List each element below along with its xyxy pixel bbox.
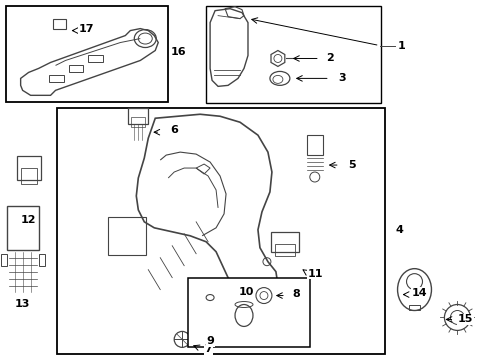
Bar — [205, 6, 380, 103]
Bar — [270, 232, 298, 252]
Text: 10: 10 — [238, 287, 253, 297]
Text: 3: 3 — [337, 73, 345, 84]
Text: 4: 4 — [395, 225, 403, 235]
Text: 15: 15 — [457, 314, 472, 324]
Bar — [108, 217, 146, 255]
Bar — [188, 278, 309, 347]
Bar — [17, 156, 41, 180]
Bar — [52, 19, 65, 28]
Bar — [39, 254, 44, 266]
Text: 9: 9 — [206, 336, 214, 346]
Bar — [20, 168, 37, 184]
Text: 13: 13 — [15, 298, 30, 309]
Bar — [274, 244, 294, 256]
Bar — [68, 66, 83, 72]
Text: 1: 1 — [397, 41, 405, 50]
Text: 6: 6 — [170, 125, 178, 135]
Bar — [6, 6, 168, 102]
Text: 12: 12 — [21, 215, 36, 225]
Text: 11: 11 — [307, 269, 323, 279]
Text: 8: 8 — [291, 289, 299, 298]
Bar — [48, 75, 63, 82]
Text: 5: 5 — [347, 160, 355, 170]
Bar — [88, 55, 103, 62]
Bar — [306, 135, 322, 155]
Bar — [407, 305, 420, 310]
Text: 16: 16 — [170, 48, 185, 58]
Bar — [128, 108, 148, 124]
Text: 2: 2 — [325, 54, 333, 63]
Text: 7: 7 — [204, 345, 211, 354]
Bar — [0, 254, 7, 266]
Bar — [57, 108, 384, 354]
Bar — [131, 117, 145, 127]
Bar — [7, 206, 39, 250]
Text: 17: 17 — [79, 24, 94, 33]
Text: 14: 14 — [411, 288, 427, 298]
